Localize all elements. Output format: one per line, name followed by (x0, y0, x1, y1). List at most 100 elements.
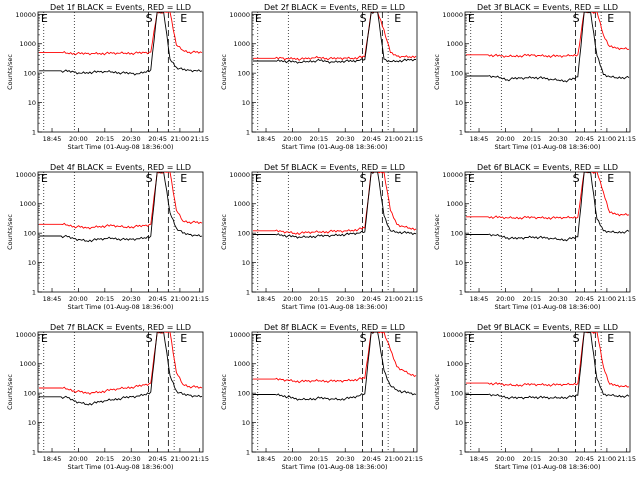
y-tick-label: 10 (455, 99, 463, 107)
x-axis-label: Start Time (01-Aug-08 18:36:00) (67, 143, 173, 151)
plot-frame (37, 171, 204, 293)
marker-label: S (573, 332, 580, 345)
x-axis-label: Start Time (01-Aug-08 18:36:00) (281, 303, 387, 311)
panel-title: Det 4f BLACK = Events, RED = LLD (50, 163, 191, 172)
x-tick-label: 20:30 (549, 295, 568, 303)
marker-label: E (255, 12, 262, 25)
x-tick-label: 21:00 (385, 135, 404, 143)
y-tick-label: 1 (246, 129, 250, 137)
x-tick-label: 20:15 (522, 295, 541, 303)
plot-frame (37, 331, 204, 453)
y-axis-label: Counts/sec (6, 214, 14, 250)
x-axis-label: Start Time (01-Aug-08 18:36:00) (494, 463, 600, 471)
y-axis-label: Counts/sec (433, 54, 441, 90)
x-tick-label: 21:15 (190, 135, 209, 143)
panel-det-5: Det 5f BLACK = Events, RED = LLD 1 10 100 10… (220, 163, 423, 311)
marker-label: E (41, 172, 48, 185)
panel-title: Det 3f BLACK = Events, RED = LLD (477, 3, 618, 12)
x-tick-label: 21:00 (385, 295, 404, 303)
marker-label: S (360, 332, 367, 345)
y-tick-label: 100 (24, 230, 36, 238)
marker-label: S (573, 12, 580, 25)
marker-label: E (180, 12, 187, 25)
x-tick-label: 21:15 (404, 455, 423, 463)
x-tick-label: 18:45 (257, 455, 276, 463)
lld-series-line (466, 172, 630, 220)
panel-title: Det 9f BLACK = Events, RED = LLD (477, 323, 618, 332)
x-axis-label: Start Time (01-Aug-08 18:36:00) (281, 143, 387, 151)
x-tick-label: 18:45 (257, 135, 276, 143)
x-tick-label: 21:15 (617, 455, 636, 463)
y-tick-label: 100 (238, 230, 250, 238)
x-tick-label: 21:00 (171, 135, 190, 143)
lld-series-line (466, 12, 630, 59)
y-tick-label: 10000 (15, 171, 36, 179)
y-axis-label: Counts/sec (433, 214, 441, 250)
y-tick-label: 10 (28, 419, 36, 427)
x-tick-label: 20:15 (522, 455, 541, 463)
marker-label: E (255, 172, 262, 185)
x-tick-label: 20:45 (148, 295, 167, 303)
events-series-line (466, 12, 630, 83)
x-axis-label: Start Time (01-Aug-08 18:36:00) (281, 463, 387, 471)
x-tick-label: 20:00 (496, 455, 515, 463)
x-tick-label: 20:15 (522, 135, 541, 143)
x-tick-label: 20:45 (148, 455, 167, 463)
marker-label: E (607, 172, 614, 185)
marker-label: E (468, 172, 475, 185)
x-tick-label: 20:00 (283, 295, 302, 303)
y-tick-label: 1000 (19, 40, 36, 48)
x-tick-label: 21:15 (190, 455, 209, 463)
y-tick-label: 10000 (15, 11, 36, 19)
lld-series-line (253, 12, 417, 61)
panel-det-9: Det 9f BLACK = Events, RED = LLD 1 10 100 10… (433, 323, 636, 471)
y-tick-label: 1 (459, 129, 463, 137)
marker-label: S (360, 172, 367, 185)
plot-frame (251, 11, 418, 133)
y-axis-label: Counts/sec (6, 54, 14, 90)
x-tick-label: 18:45 (43, 135, 62, 143)
x-tick-label: 20:45 (575, 135, 594, 143)
y-tick-label: 1 (32, 129, 36, 137)
x-tick-label: 21:15 (404, 295, 423, 303)
events-series-line (466, 332, 630, 400)
x-tick-label: 21:00 (598, 135, 617, 143)
panel-title: Det 2f BLACK = Events, RED = LLD (264, 3, 405, 12)
events-series-line (39, 172, 203, 243)
marker-label: E (255, 332, 262, 345)
y-tick-label: 10 (242, 99, 250, 107)
panel-det-8: Det 8f BLACK = Events, RED = LLD 1 10 100 10… (220, 323, 423, 471)
lld-series-line (466, 332, 630, 388)
y-tick-label: 100 (238, 70, 250, 78)
panel-det-1: Det 1f BLACK = Events, RED = LLD 1 10 100 10… (6, 3, 209, 151)
x-tick-label: 20:15 (95, 455, 114, 463)
y-tick-label: 10000 (442, 11, 463, 19)
x-tick-label: 18:45 (43, 295, 62, 303)
panel-det-7: Det 7f BLACK = Events, RED = LLD 1 10 100 10… (6, 323, 209, 471)
x-tick-label: 18:45 (470, 455, 489, 463)
plot-frame (37, 11, 204, 133)
x-axis-label: Start Time (01-Aug-08 18:36:00) (67, 303, 173, 311)
events-series-line (39, 332, 203, 406)
x-tick-label: 21:00 (171, 295, 190, 303)
y-axis-label: Counts/sec (220, 54, 228, 90)
x-tick-label: 20:30 (122, 135, 141, 143)
x-tick-label: 20:00 (496, 135, 515, 143)
x-tick-label: 20:15 (95, 295, 114, 303)
y-tick-label: 1 (246, 289, 250, 297)
x-tick-label: 21:15 (617, 135, 636, 143)
y-tick-label: 1000 (446, 360, 463, 368)
x-tick-label: 20:00 (496, 295, 515, 303)
x-tick-label: 20:30 (336, 455, 355, 463)
panel-det-3: Det 3f BLACK = Events, RED = LLD 1 10 100 10… (433, 3, 636, 151)
y-tick-label: 1 (246, 449, 250, 457)
lld-series-line (39, 332, 203, 395)
panel-title: Det 6f BLACK = Events, RED = LLD (477, 163, 618, 172)
x-axis-label: Start Time (01-Aug-08 18:36:00) (67, 463, 173, 471)
marker-label: E (468, 332, 475, 345)
panel-title: Det 8f BLACK = Events, RED = LLD (264, 323, 405, 332)
y-tick-label: 1 (32, 449, 36, 457)
panel-det-4: Det 4f BLACK = Events, RED = LLD 1 10 100 10… (6, 163, 209, 311)
plot-frame (251, 331, 418, 453)
y-tick-label: 10 (455, 419, 463, 427)
